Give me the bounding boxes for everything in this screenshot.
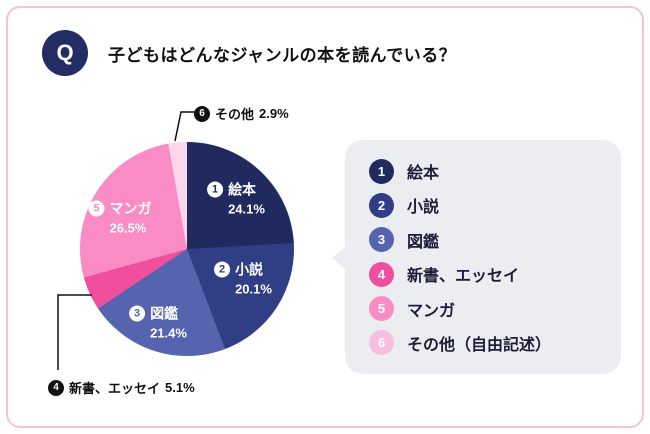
legend-item-number-badge: 6 <box>369 330 394 356</box>
legend-item-number-badge: 4 <box>369 261 394 287</box>
pie-slice-number-badge: 3 <box>129 305 146 322</box>
callout-other-value: 2.9% <box>259 106 289 121</box>
q-badge: Q <box>42 30 88 76</box>
legend-rows: 1 絵本 2 小説 3 図鑑 4 新書、エッセイ 5 マンガ 6 その他（自由記… <box>369 155 597 359</box>
callout-line-essay <box>57 294 92 370</box>
pie-slice-label: 1 絵本 24.1% <box>207 180 265 217</box>
callout-essay-value: 5.1% <box>165 380 195 395</box>
legend-item-label: 新書、エッセイ <box>407 268 520 286</box>
legend-item-label: 小説 <box>407 199 440 217</box>
callout-line-other <box>174 111 196 142</box>
infographic-card: Q 子どもはどんなジャンルの本を読んでいる？ 1 絵本 24.1% 2 小説 2… <box>6 6 644 428</box>
legend-item-number-badge: 3 <box>369 227 394 253</box>
pie-slice-label: 3 図鑑 21.4% <box>129 304 187 341</box>
q-badge-label: Q <box>56 40 74 65</box>
legend-item-label: 図鑑 <box>407 233 440 251</box>
legend-item: 1 絵本 <box>369 155 597 187</box>
pie-slice-number-badge: 2 <box>214 261 231 278</box>
legend-item: 3 図鑑 <box>369 224 597 256</box>
legend-item-number-badge: 2 <box>369 192 394 218</box>
header: Q 子どもはどんなジャンルの本を読んでいる？ <box>42 30 456 76</box>
callout-essay-number-badge: 4 <box>48 379 64 396</box>
callout-other: 6 その他 2.9% <box>194 104 289 123</box>
legend-item-label: 絵本 <box>407 165 440 182</box>
callout-essay-label: 新書、エッセイ <box>69 381 161 396</box>
pie-slice-name: 小説 <box>235 261 264 278</box>
pie-slice-number-badge: 1 <box>207 181 224 198</box>
pie-slice-value: 20.1% <box>235 281 272 297</box>
legend-tail-icon <box>332 246 346 270</box>
legend-item-label: マンガ <box>407 302 456 320</box>
legend-item: 5 マンガ <box>369 293 597 325</box>
pie-chart: 1 絵本 24.1% 2 小説 20.1% 3 図鑑 21.4% 5 マンガ 2… <box>80 142 294 356</box>
pie-slice-name: 図鑑 <box>150 305 179 322</box>
callout-other-number-badge: 6 <box>194 105 210 122</box>
callout-other-label: その他 <box>215 107 255 122</box>
pie-slice-label: 2 小説 20.1% <box>214 260 272 297</box>
legend-item: 6 その他（自由記述） <box>369 327 597 359</box>
page-title: 子どもはどんなジャンルの本を読んでいる？ <box>108 45 457 65</box>
legend-item: 4 新書、エッセイ <box>369 258 597 290</box>
pie-slice-value: 24.1% <box>228 201 265 217</box>
pie-slice-value: 21.4% <box>150 325 187 341</box>
pie-slice-number-badge: 5 <box>88 200 105 217</box>
pie-slice-name: マンガ <box>109 200 152 217</box>
legend-item-number-badge: 1 <box>369 158 394 184</box>
legend: 1 絵本 2 小説 3 図鑑 4 新書、エッセイ 5 マンガ 6 その他（自由記… <box>332 140 621 374</box>
callout-essay: 4 新書、エッセイ 5.1% <box>48 378 195 397</box>
legend-item: 2 小説 <box>369 189 597 221</box>
legend-item-label: その他（自由記述） <box>407 336 552 354</box>
legend-item-number-badge: 5 <box>369 296 394 322</box>
pie-slice-value: 26.5% <box>109 220 147 236</box>
pie-slice-label: 5 マンガ 26.5% <box>88 199 152 236</box>
pie-slice-name: 絵本 <box>228 181 257 198</box>
